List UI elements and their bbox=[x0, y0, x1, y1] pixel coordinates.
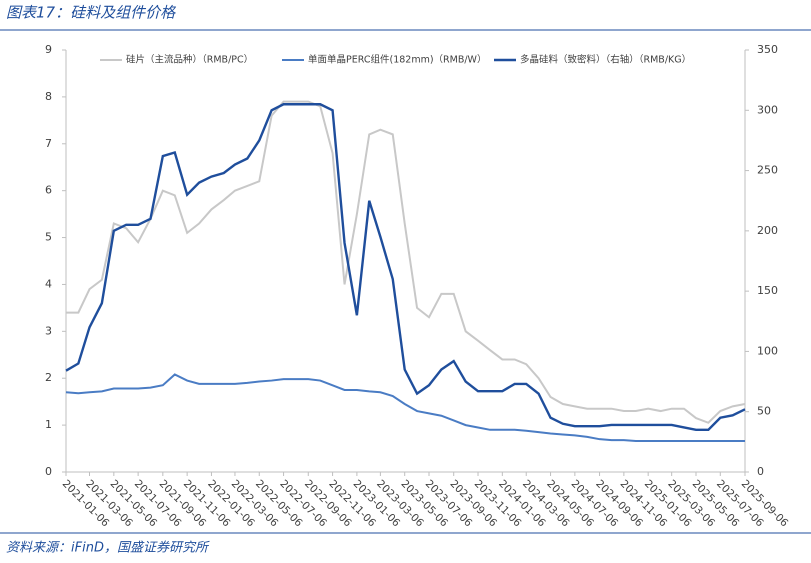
legend-label: 多晶硅料（致密料）（右轴）（RMB/KG） bbox=[520, 54, 691, 66]
series-line bbox=[65, 373, 745, 443]
y2-tick-label: 150 bbox=[757, 284, 778, 297]
y-tick-label: 1 bbox=[45, 418, 52, 431]
y-tick-label: 2 bbox=[45, 371, 52, 384]
series-line bbox=[66, 100, 746, 424]
y-tick-label: 3 bbox=[45, 324, 52, 337]
y-tick-label: 5 bbox=[45, 231, 52, 244]
chart-title: 图表17：硅料及组件价格 bbox=[6, 4, 176, 22]
y2-tick-label: 50 bbox=[757, 405, 771, 418]
y2-tick-label: 350 bbox=[757, 43, 778, 56]
y2-tick-label: 300 bbox=[757, 103, 778, 116]
y-tick-label: 6 bbox=[45, 184, 52, 197]
y2-tick-label: 200 bbox=[757, 224, 778, 237]
y2-tick-label: 0 bbox=[757, 465, 764, 478]
legend-label: 硅片（主流品种）（RMB/PC） bbox=[126, 54, 253, 66]
y-tick-label: 4 bbox=[45, 277, 52, 290]
y2-tick-label: 100 bbox=[757, 344, 778, 357]
y-tick-label: 9 bbox=[45, 43, 52, 56]
y-tick-label: 8 bbox=[45, 90, 52, 103]
y2-tick-label: 250 bbox=[757, 164, 778, 177]
y-tick-label: 7 bbox=[45, 137, 52, 150]
y-tick-label: 0 bbox=[45, 465, 52, 478]
legend-label: 单面单晶PERC组件(182mm)（RMB/W） bbox=[308, 54, 486, 66]
series-line bbox=[65, 103, 746, 431]
source-note: 资料来源：iFinD，国盛证券研究所 bbox=[6, 540, 210, 556]
